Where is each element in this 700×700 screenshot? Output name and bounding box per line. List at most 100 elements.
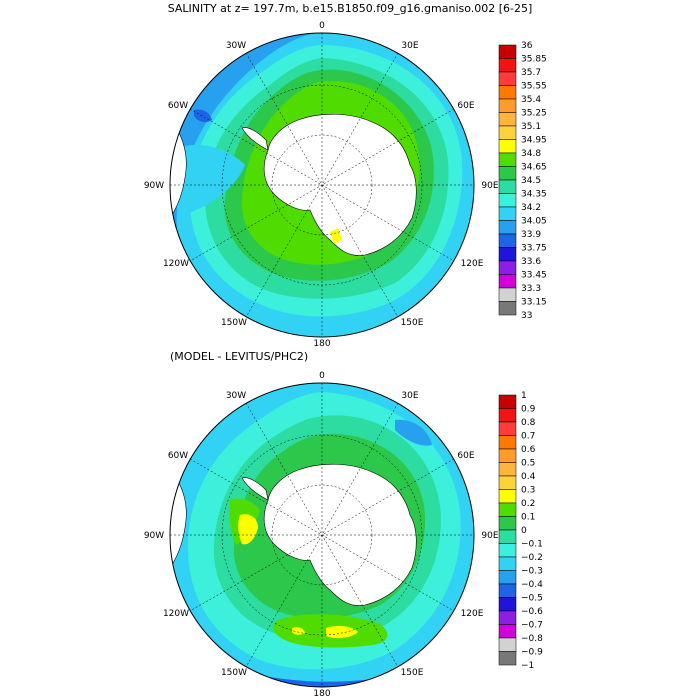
colorbar-swatch [498, 462, 517, 477]
antarctica [263, 463, 417, 606]
colorbar-swatch [498, 260, 517, 275]
colorbar-label: 33.45 [521, 271, 547, 281]
colorbar-swatch [498, 556, 517, 571]
colorbar-label: 0.2 [521, 499, 535, 509]
colorbar-swatch [498, 610, 517, 625]
colorbar-label: 33.75 [521, 244, 547, 254]
colorbar-swatch [498, 543, 517, 558]
lon-label: 30W [226, 391, 246, 401]
lon-label: 60E [457, 451, 474, 461]
colorbar-swatch [498, 179, 517, 194]
top-map-border [169, 32, 475, 338]
colorbar-label: −0.8 [521, 634, 543, 644]
lon-label: 90W [144, 531, 164, 541]
colorbar-swatch [498, 193, 517, 208]
lon-label: 150W [221, 668, 247, 678]
colorbar-label: −1 [521, 661, 534, 671]
colorbar-swatch [498, 71, 517, 86]
graticule [170, 383, 474, 687]
colorbar-swatch [498, 624, 517, 639]
colorbar-swatch [498, 301, 517, 316]
colorbar-swatch [498, 516, 517, 531]
lon-label: 30E [401, 41, 418, 51]
lon-label: 120W [163, 609, 189, 619]
colorbar-label: 0.8 [521, 418, 536, 428]
colorbar-label: 0.7 [521, 432, 535, 442]
bottom-map-border [169, 382, 475, 688]
lon-label: 60E [457, 101, 474, 111]
colorbar-swatch [498, 502, 517, 517]
lon-label: 180 [313, 689, 330, 699]
colorbar-swatch [498, 529, 517, 544]
colorbar-swatch [498, 233, 517, 248]
bottom-panel: (MODEL - LEVITUS/PHC2) [144, 350, 543, 699]
colorbar-label: −0.4 [521, 580, 543, 590]
colorbar-swatch [498, 166, 517, 181]
colorbar-swatch [498, 651, 517, 666]
colorbar-swatch [498, 98, 517, 113]
diff-positive-yellow [238, 514, 258, 545]
colorbar-label: 33 [521, 311, 532, 321]
colorbar-label: −0.2 [521, 553, 543, 563]
colorbar-label: 35.1 [521, 122, 541, 132]
colorbar-label: 0.1 [521, 513, 535, 523]
colorbar-swatch [498, 125, 517, 140]
lon-label: 60W [168, 451, 188, 461]
colorbar-label: 35.85 [521, 55, 547, 65]
lon-label: 120E [461, 259, 484, 269]
bottom-title: (MODEL - LEVITUS/PHC2) [170, 350, 308, 363]
colorbar-label: −0.6 [521, 607, 543, 617]
colorbar-label: 0.9 [521, 405, 536, 415]
colorbar-label: 1 [521, 391, 527, 401]
colorbar-label: −0.3 [521, 567, 543, 577]
colorbar-swatch [498, 247, 517, 262]
colorbar-label: 0 [521, 526, 527, 536]
colorbar-swatch [498, 152, 517, 167]
lon-label: 30W [226, 41, 246, 51]
colorbar-swatch [498, 274, 517, 289]
lon-label: 30E [401, 391, 418, 401]
colorbar-swatch [498, 85, 517, 100]
lon-label: 120W [163, 259, 189, 269]
colorbar-swatch [498, 287, 517, 302]
colorbar-label: 34.95 [521, 136, 547, 146]
colorbar-swatch [498, 44, 517, 59]
colorbar-swatch [498, 394, 517, 409]
top-lon-labels: 0 30E 60E 90E 120E 150E 180 150W 120W 90… [144, 21, 499, 349]
colorbar-label: −0.9 [521, 648, 543, 658]
drake-fresh [170, 145, 245, 215]
graticule [170, 33, 474, 337]
colorbar-swatch [498, 448, 517, 463]
lon-label: 0 [319, 371, 325, 381]
lon-label: 180 [313, 339, 330, 349]
colorbar-label: −0.7 [521, 621, 543, 631]
antarctic-peninsula [241, 477, 269, 501]
diff-negative-blue-north [395, 419, 432, 446]
colorbar-swatch [498, 435, 517, 450]
colorbar-swatch [498, 597, 517, 612]
colorbar-label: 34.65 [521, 163, 547, 173]
colorbar-label: −0.5 [521, 594, 543, 604]
colorbar-label: 0.5 [521, 459, 535, 469]
colorbar-label: 33.9 [521, 230, 541, 240]
colorbar-label: 35.7 [521, 68, 541, 78]
antarctica [263, 113, 417, 256]
bottom-colorbar: 1 0.9 0.8 0.7 0.6 0.5 0.4 0.3 0.2 0.1 0 −0.1 −0.2 −0.… [498, 391, 543, 671]
lon-label: 90E [481, 531, 498, 541]
colorbar-label: 33.3 [521, 284, 541, 294]
colorbar-swatch [498, 58, 517, 73]
lon-label: 90W [144, 181, 164, 191]
top-map [170, 33, 474, 337]
colorbar-swatch [498, 421, 517, 436]
lon-label: 150W [221, 318, 247, 328]
colorbar-label: 36 [521, 41, 533, 51]
colorbar-swatch [498, 112, 517, 127]
lon-label: 150E [401, 668, 424, 678]
colorbar-swatch [498, 139, 517, 154]
colorbar-label: 34.05 [521, 217, 547, 227]
colorbar-label: 0.4 [521, 472, 536, 482]
lon-label: 90E [481, 181, 498, 191]
top-panel: SALINITY at z= 197.7m, b.e15.B1850.f09_g… [144, 2, 547, 349]
colorbar-label: −0.1 [521, 540, 543, 550]
